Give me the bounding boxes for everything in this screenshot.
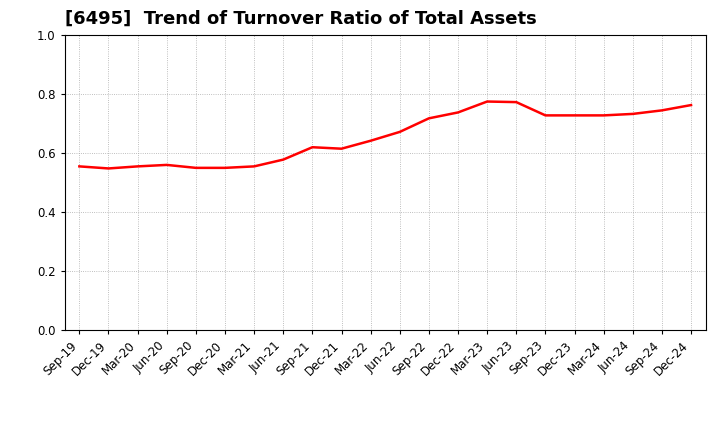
Text: [6495]  Trend of Turnover Ratio of Total Assets: [6495] Trend of Turnover Ratio of Total … (65, 10, 536, 28)
